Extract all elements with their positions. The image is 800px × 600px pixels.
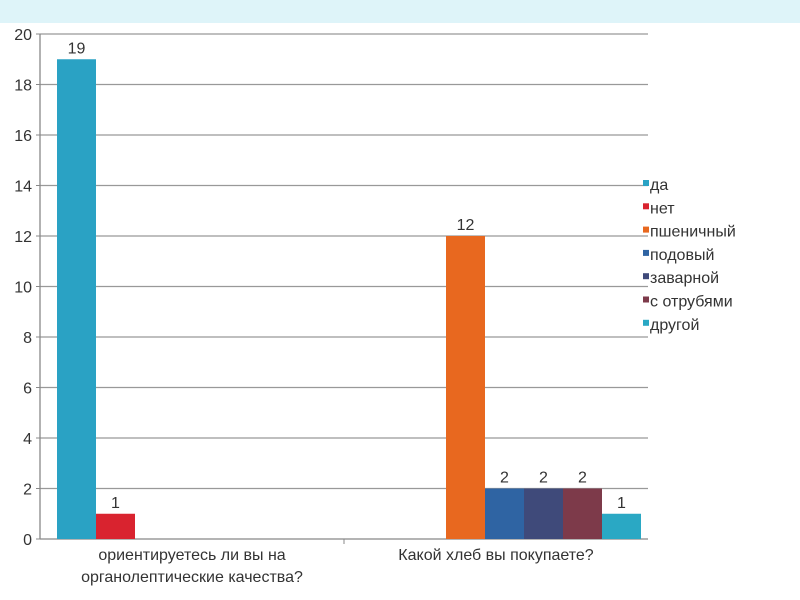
legend-swatch — [643, 249, 649, 256]
x-category-label: ориентируетесь ли вы на — [98, 547, 285, 564]
data-label: 19 — [68, 40, 86, 57]
legend-swatch — [643, 273, 649, 280]
y-tick-label: 8 — [23, 330, 32, 347]
legend-swatch — [643, 296, 649, 303]
data-label: 2 — [500, 470, 509, 487]
bar-пшеничный — [446, 236, 485, 539]
legend-label: заварной — [650, 270, 719, 287]
legend-label: другой — [650, 317, 699, 334]
data-label: 2 — [539, 470, 548, 487]
legend-swatch — [643, 180, 649, 186]
legend-swatch — [643, 226, 649, 233]
y-tick-label: 20 — [14, 27, 32, 44]
data-label: 1 — [617, 495, 626, 512]
bar-подовый — [485, 488, 524, 539]
bar-заварной — [524, 488, 563, 539]
data-label: 12 — [457, 217, 475, 234]
data-label: 1 — [111, 495, 120, 512]
legend-label: да — [650, 177, 668, 194]
y-tick-label: 4 — [23, 431, 32, 448]
legend-label: пшеничный — [650, 224, 736, 241]
y-tick-label: 10 — [14, 280, 32, 297]
legend-label: нет — [650, 200, 675, 217]
data-label: 2 — [578, 470, 587, 487]
y-tick-label: 14 — [14, 179, 32, 196]
bar-да — [57, 59, 96, 539]
legend-label: с отрубями — [650, 294, 733, 311]
x-category-label: Какой хлеб вы покупаете? — [398, 547, 594, 564]
y-tick-label: 0 — [23, 532, 32, 549]
bar-другой — [602, 513, 641, 539]
y-tick-label: 6 — [23, 381, 32, 398]
bar-нет — [96, 513, 135, 539]
legend-swatch — [643, 203, 649, 210]
bar-с отрубями — [563, 488, 602, 539]
top-band — [0, 0, 800, 23]
legend-label: подовый — [650, 247, 714, 264]
y-tick-label: 12 — [14, 229, 32, 246]
y-tick-label: 16 — [14, 128, 32, 145]
x-category-label: органолептические качества? — [81, 569, 303, 586]
y-tick-label: 18 — [14, 78, 32, 95]
legend-swatch — [643, 319, 649, 326]
y-tick-label: 2 — [23, 482, 32, 499]
